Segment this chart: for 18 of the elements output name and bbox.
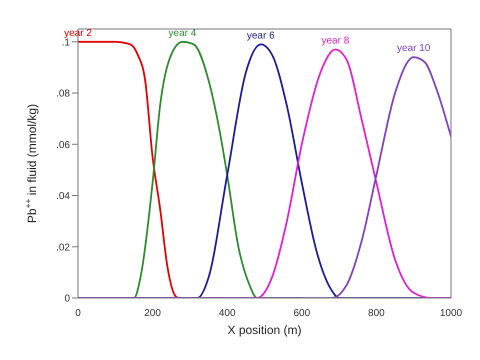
x-tick-label: 1000 <box>440 308 463 319</box>
series-label: year 4 <box>168 28 197 39</box>
series-label: year 6 <box>246 30 276 42</box>
y-tick-label: .1 <box>62 37 70 48</box>
y-tick-label: .06 <box>56 140 70 151</box>
x-tick-label: 800 <box>368 308 386 319</box>
y-tick-label: .04 <box>56 191 70 202</box>
x-tick-label: 200 <box>144 308 162 319</box>
series-label: year 10 <box>397 43 431 54</box>
y-tick-label: 0 <box>64 294 70 305</box>
x-axis-title: X position (m) <box>227 323 302 337</box>
series-label: year 2 <box>64 28 92 39</box>
x-tick-label: 600 <box>293 308 311 319</box>
y-tick-label: .02 <box>56 242 70 254</box>
y-tick-label: .08 <box>56 88 70 100</box>
x-tick-label: 0 <box>75 308 82 319</box>
series-label: year 8 <box>321 35 350 46</box>
x-tick-label: 400 <box>218 308 236 319</box>
